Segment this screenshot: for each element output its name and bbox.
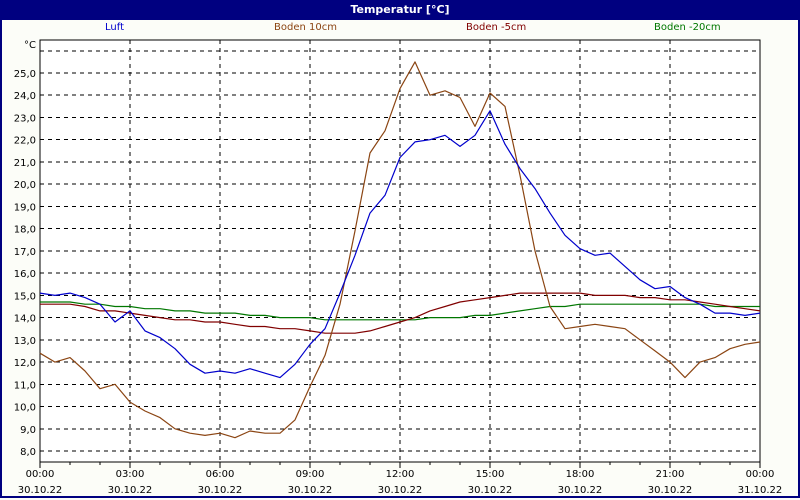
series-line-boden-20cm bbox=[40, 301, 760, 321]
x-tick-time: 00:00 bbox=[746, 469, 775, 480]
x-tick-date: 30.10.22 bbox=[558, 485, 603, 496]
x-tick-date: 30.10.22 bbox=[468, 485, 513, 496]
x-tick-time: 09:00 bbox=[296, 469, 325, 480]
y-tick-label: 20,0 bbox=[14, 180, 36, 191]
y-tick-label: 10,0 bbox=[14, 403, 36, 414]
legend-boden-5cm: Boden -5cm bbox=[466, 22, 526, 33]
x-tick-date: 30.10.22 bbox=[378, 485, 423, 496]
x-tick-time: 06:00 bbox=[206, 469, 235, 480]
legend-boden-20cm: Boden -20cm bbox=[654, 22, 721, 33]
y-tick-label: 16,0 bbox=[14, 269, 36, 280]
x-tick-date: 30.10.22 bbox=[648, 485, 693, 496]
y-tick-label: 17,0 bbox=[14, 247, 36, 258]
x-tick-time: 03:00 bbox=[116, 469, 145, 480]
series-line-boden-5cm bbox=[40, 292, 761, 334]
legend-boden-10cm: Boden 10cm bbox=[274, 22, 337, 33]
y-tick-label: 14,0 bbox=[14, 314, 36, 325]
y-tick-label: 18,0 bbox=[14, 225, 36, 236]
y-tick-label: 15,0 bbox=[14, 291, 36, 302]
y-tick-label: 8,0 bbox=[20, 447, 36, 458]
y-tick-label: 21,0 bbox=[14, 158, 36, 169]
y-tick-label: 25,0 bbox=[14, 69, 36, 80]
chart-title: Temperatur [°C] bbox=[0, 0, 800, 20]
x-tick-date: 31.10.22 bbox=[738, 485, 783, 496]
y-tick-label: 13,0 bbox=[14, 336, 36, 347]
x-tick-date: 30.10.22 bbox=[198, 485, 243, 496]
y-tick-label: 9,0 bbox=[20, 425, 36, 436]
legend-luft: Luft bbox=[105, 22, 124, 33]
y-tick-label: 24,0 bbox=[14, 91, 36, 102]
y-tick-label: 19,0 bbox=[14, 202, 36, 213]
x-tick-date: 30.10.22 bbox=[288, 485, 333, 496]
legend-label: Boden -5cm bbox=[466, 22, 527, 33]
plot-border bbox=[39, 39, 761, 463]
y-tick-label: 11,0 bbox=[14, 380, 36, 391]
x-tick-time: 18:00 bbox=[566, 469, 595, 480]
legend-label: Boden -20cm bbox=[654, 22, 721, 33]
series-line-boden-10cm bbox=[39, 61, 761, 439]
x-tick-time: 21:00 bbox=[656, 469, 685, 480]
y-axis-unit: °C bbox=[24, 40, 36, 51]
series-line-luft bbox=[39, 110, 761, 379]
x-tick-date: 30.10.22 bbox=[108, 485, 153, 496]
x-tick-time: 12:00 bbox=[386, 469, 415, 480]
legend-label: Boden 10cm bbox=[274, 22, 337, 33]
x-tick-time: 00:00 bbox=[26, 469, 55, 480]
y-tick-label: 12,0 bbox=[14, 358, 36, 369]
legend-label: Luft bbox=[105, 22, 124, 33]
y-tick-label: 22,0 bbox=[14, 136, 36, 147]
y-tick-label: 23,0 bbox=[14, 113, 36, 124]
x-tick-date: 30.10.22 bbox=[18, 485, 63, 496]
x-tick-time: 15:00 bbox=[476, 469, 505, 480]
